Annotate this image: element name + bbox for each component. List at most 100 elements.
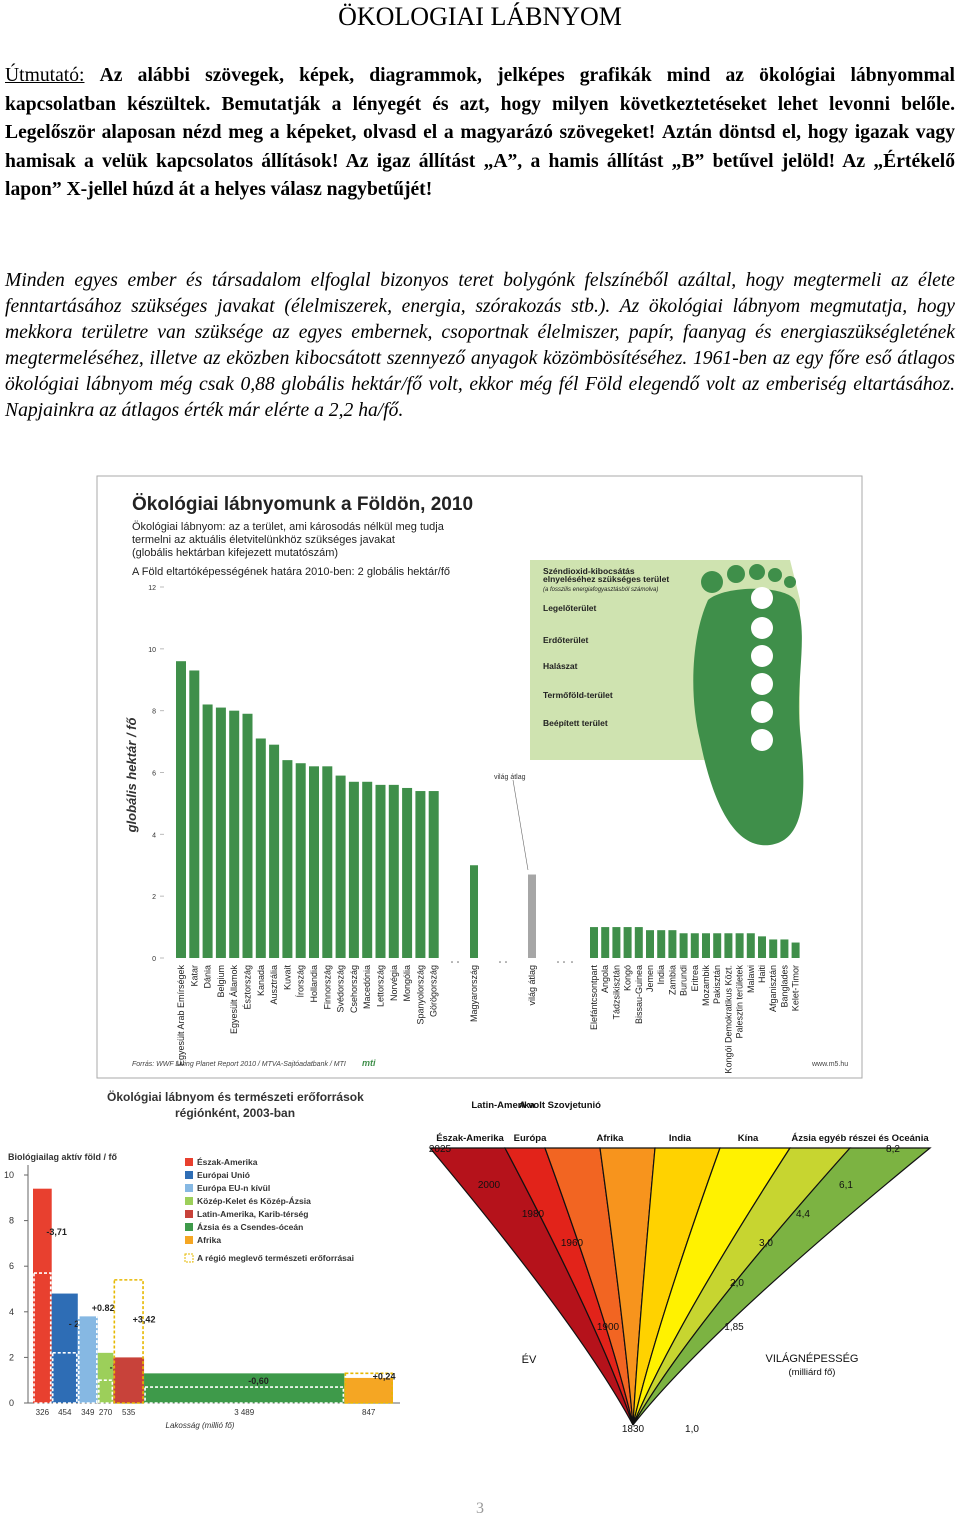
bar (77, 1316, 98, 1403)
x-tick-label: Haiti (757, 965, 767, 983)
legend-label: Észak-Amerika (197, 1157, 258, 1167)
chart-title: régiónként, 2003-ban (175, 1106, 295, 1120)
capacity-outline (33, 1272, 52, 1404)
legend-swatch (184, 1253, 194, 1263)
region-label: Észak-Amerika (436, 1133, 504, 1144)
x-tick-label: Kongói Demokratikus Közt. (723, 965, 733, 1074)
x-tick-label: Spanyolország (415, 965, 425, 1025)
region-label: Afrika (597, 1133, 625, 1144)
x-tick-label: 3 489 (234, 1408, 255, 1417)
icon (751, 729, 773, 751)
icon (751, 617, 773, 639)
x-tick-label: Finnország (322, 965, 332, 1010)
year-label: 1980 (522, 1209, 545, 1220)
chart-note: A Föld eltartóképességének határa 2010-b… (132, 566, 450, 578)
legend-swatch (185, 1197, 193, 1205)
x-tick-label: Kuvait (282, 965, 292, 991)
bar (344, 1377, 393, 1403)
legend-label: Közép-Kelet és Közép-Ázsia (197, 1196, 311, 1206)
difference-label: +0,24 (373, 1372, 396, 1382)
foot (693, 588, 804, 846)
x-axis-label: Lakosság (millió fő) (166, 1421, 235, 1430)
legend-label: Termőföld-terület (543, 690, 613, 700)
legend-swatch (185, 1184, 193, 1192)
toe (749, 564, 765, 580)
y-tick-label: 8 (152, 709, 156, 716)
region-label: Kína (738, 1133, 759, 1144)
region-label: Latin-Amerika (471, 1100, 535, 1111)
bar (612, 927, 621, 958)
separator-dot (457, 961, 459, 963)
x-tick-label: Afganisztán (768, 965, 778, 1012)
x-tick-label: Hollandia (309, 965, 319, 1003)
capacity-outline (144, 1386, 345, 1404)
bar (791, 942, 800, 958)
difference-label: -3,71 (46, 1227, 67, 1237)
x-tick-label: Eritrea (690, 965, 700, 992)
legend-swatch (185, 1171, 193, 1179)
x-tick-label: India (656, 965, 666, 985)
bar (322, 766, 333, 958)
legend-label: (a fosszilis energiafogyasztásból számol… (543, 587, 658, 593)
chart-title: Ökológiai lábnyom és természeti erőforrá… (107, 1089, 364, 1104)
logo: mti (362, 1058, 376, 1068)
region-label: India (669, 1133, 692, 1144)
population-label: 4,4 (796, 1209, 810, 1220)
region-label: Európa (514, 1133, 547, 1144)
x-tick-label: Jemen (645, 965, 655, 992)
bar (746, 933, 755, 958)
annotation: világ átlag (494, 774, 526, 781)
population-label: 2,0 (730, 1278, 744, 1289)
population-label: 8,2 (886, 1144, 900, 1155)
capacity-outline (77, 1297, 98, 1404)
bar (309, 766, 319, 958)
x-tick-label: Észtország (243, 965, 253, 1010)
legend-label: Széndioxid-kibocsátás (543, 566, 635, 576)
bar (375, 784, 386, 958)
page-title: ÖKOLOGIAI LÁBNYOM (338, 2, 622, 31)
y-tick-label: 6 (9, 1261, 14, 1271)
x-tick-label: Mongólia (402, 965, 412, 1002)
x-tick-label: Macedónia (362, 965, 372, 1009)
separator-dot (499, 961, 501, 963)
legend-label: Erdőterület (543, 635, 589, 645)
y-tick-label: 6 (152, 771, 156, 778)
x-tick-label: Belgium (216, 965, 226, 998)
chart-title: Ökológiai lábnyomunk a Földön, 2010 (132, 494, 473, 515)
difference-label: +0.82 (92, 1303, 115, 1313)
capacity-outline (113, 1279, 144, 1404)
bar (51, 1293, 78, 1403)
bar (229, 710, 240, 958)
x-tick-label: Magyarország (469, 965, 479, 1022)
region-label: A volt Szovjetunió (519, 1100, 601, 1111)
x-tick-label: 270 (99, 1408, 113, 1417)
bar (189, 670, 200, 958)
y-tick-label: 12 (148, 585, 156, 592)
region-label: Ázsia egyéb részei és Oceánia (791, 1133, 929, 1144)
x-tick-label: Kelet-Timor (791, 965, 801, 1011)
x-tick-label: Banglades (779, 965, 789, 1008)
x-tick-label: Katar (189, 965, 199, 987)
x-tick-label: 454 (58, 1408, 72, 1417)
x-tick-label: Svédország (336, 965, 346, 1013)
legend-swatch (185, 1236, 193, 1244)
bar (144, 1373, 345, 1403)
bar (724, 933, 733, 958)
capacity-outline (344, 1372, 393, 1404)
bar (668, 930, 677, 958)
x-tick-label: 349 (81, 1408, 95, 1417)
bar (590, 927, 598, 958)
bar (780, 939, 789, 958)
instructions-task: Aztán döntsd el, hogy igazak vagy hamisa… (5, 122, 955, 201)
bar (679, 933, 688, 958)
icon (751, 587, 773, 609)
bar (402, 787, 413, 958)
x-tick-label: Palesztin területek (735, 965, 745, 1039)
difference-label: +3,42 (133, 1315, 156, 1325)
y-tick-label: 8 (9, 1216, 14, 1226)
population-label: 1,85 (724, 1322, 744, 1333)
chart-description: Ökológiai lábnyom: az a terület, ami kár… (132, 521, 445, 533)
bar (215, 707, 226, 958)
intro: Minden egyes ember és társadalom elfogla… (5, 270, 955, 421)
